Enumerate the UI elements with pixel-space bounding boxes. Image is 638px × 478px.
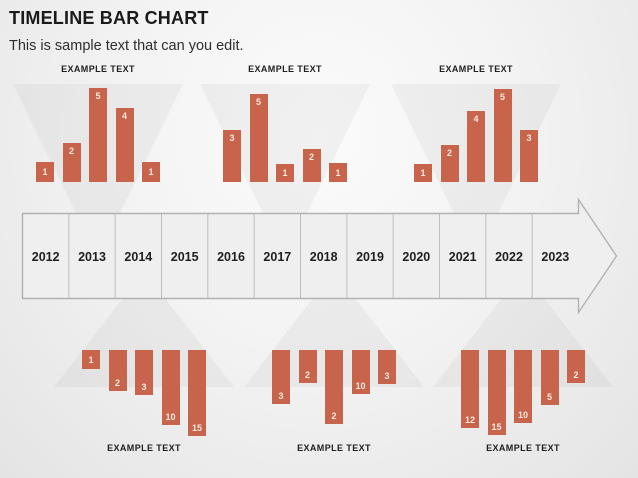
bar: 1 [36, 162, 54, 182]
bar-value-label: 5 [95, 91, 101, 101]
timeline-year: 2018 [310, 250, 338, 264]
bar-value-label: 5 [499, 92, 505, 102]
bar: 4 [467, 111, 485, 182]
bar: 1 [142, 162, 160, 182]
bar: 10 [514, 350, 532, 423]
bar: 5 [493, 89, 512, 182]
bar: 2 [325, 350, 343, 424]
chart-group-title: EXAMPLE TEXT [107, 443, 181, 453]
chart-group-title: EXAMPLE TEXT [486, 443, 560, 453]
bar: 2 [62, 143, 81, 182]
bar-value-label: 1 [282, 168, 288, 178]
bar-value-label: 15 [491, 422, 502, 432]
bar: 15 [487, 350, 506, 435]
bar: 12 [461, 350, 479, 428]
bar-value-label: 2 [308, 152, 314, 162]
chart-group-title: EXAMPLE TEXT [297, 443, 371, 453]
bar-value-label: 10 [517, 410, 528, 420]
bar-value-label: 5 [255, 97, 261, 107]
timeline-year: 2016 [217, 250, 245, 264]
bar-value-label: 4 [121, 111, 127, 121]
bar-value-label: 1 [88, 354, 94, 365]
chart-group-title: EXAMPLE TEXT [439, 64, 513, 74]
bar: 1 [329, 163, 347, 182]
timeline-year: 2012 [32, 250, 60, 264]
bar: 2 [298, 350, 317, 383]
bar: 15 [188, 350, 206, 436]
bar-value-label: 2 [446, 148, 452, 158]
timeline-year: 2017 [263, 250, 291, 264]
bar: 10 [351, 350, 370, 394]
bar-value-label: 1 [42, 167, 48, 177]
bar: 3 [135, 350, 153, 395]
slide-title: TIMELINE BAR CHART [9, 8, 209, 28]
timeline-year: 2023 [541, 250, 569, 264]
bar: 2 [302, 149, 321, 182]
bar: 5 [540, 350, 559, 405]
timeline-year: 2022 [495, 250, 523, 264]
bar-value-label: 2 [331, 411, 337, 421]
bar: 3 [520, 130, 538, 182]
bar-value-label: 3 [141, 382, 147, 392]
timeline-year: 2021 [449, 250, 477, 264]
bar-value-label: 10 [355, 381, 366, 391]
bar-value-label: 1 [420, 168, 426, 178]
bar: 2 [567, 350, 585, 383]
bar-value-label: 2 [304, 370, 310, 380]
bar-value-label: 3 [384, 371, 390, 381]
bar-value-label: 15 [191, 423, 202, 433]
bar-value-label: 12 [464, 415, 475, 425]
bar: 1 [276, 164, 294, 182]
timeline-year: 2019 [356, 250, 384, 264]
bar-value-label: 3 [278, 391, 284, 401]
bar: 3 [378, 350, 396, 384]
bar: 10 [161, 350, 180, 425]
bar-value-label: 2 [68, 146, 74, 156]
timeline-arrow-outline [21, 197, 618, 315]
bar-value-label: 3 [526, 133, 532, 143]
bar-value-label: 2 [573, 370, 579, 380]
bar-value-label: 1 [335, 167, 341, 178]
bar: 5 [89, 88, 107, 182]
bar-value-label: 4 [473, 114, 479, 124]
chart-group-title: EXAMPLE TEXT [61, 64, 135, 74]
bar-value-label: 5 [546, 392, 552, 402]
bar-value-label: 2 [114, 378, 120, 388]
timeline-year: 2015 [171, 250, 199, 264]
bar: 3 [272, 350, 290, 404]
timeline-year: 2013 [78, 250, 106, 264]
bar: 2 [440, 145, 459, 182]
bar-value-label: 10 [165, 412, 176, 422]
slide-subtitle: This is sample text that can you edit. [9, 38, 244, 54]
bar-value-label: 3 [229, 133, 235, 143]
bar: 2 [108, 350, 127, 391]
bar: 5 [249, 94, 268, 182]
bar-value-label: 1 [148, 167, 154, 177]
bar: 1 [82, 350, 100, 369]
bar: 4 [115, 108, 134, 182]
chart-group-title: EXAMPLE TEXT [248, 64, 322, 74]
bar: 3 [223, 130, 241, 182]
timeline-year: 2020 [402, 250, 430, 264]
bar: 1 [414, 164, 432, 182]
timeline-year: 2014 [124, 250, 152, 264]
